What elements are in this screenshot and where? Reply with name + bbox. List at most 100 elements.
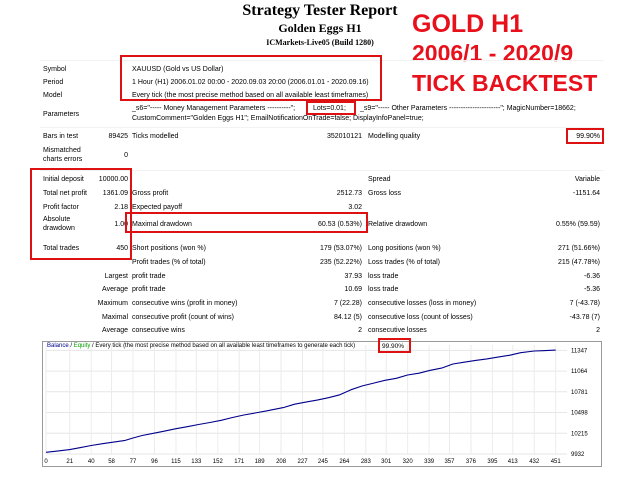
long-positions-label: Long positions (won %) <box>368 245 441 252</box>
absolute-drawdown-value: 1.00 <box>114 221 128 228</box>
y-tick-label: 10781 <box>571 390 588 396</box>
maximal-consecutive-profit-value: 84.12 (5) <box>333 314 362 321</box>
symbol-period-model-highlight <box>120 55 382 101</box>
spread-label: Spread <box>368 176 391 183</box>
chart-header: Balance / Equity / Every tick (the most … <box>47 343 355 349</box>
net-profit-label: Total net profit <box>43 190 87 197</box>
expected-payoff-label: Expected payoff <box>132 204 183 211</box>
maximal-drawdown-value: 60.53 (0.53%) <box>318 221 362 228</box>
loss-trades-value: 215 (47.78%) <box>557 259 600 266</box>
maximal-consecutive-loss-value: -43.78 (7) <box>569 314 600 321</box>
profit-trades-value: 235 (52.22%) <box>319 259 362 266</box>
maximal-consecutive-loss-label: consecutive loss (count of losses) <box>368 314 473 321</box>
quality-label: Modelling quality <box>368 133 421 140</box>
parameters-label: Parameters <box>43 111 80 118</box>
expert-name: Golden Eggs H1 <box>278 21 362 35</box>
average-loss-value: -5.36 <box>584 286 600 293</box>
lots-highlight <box>306 101 356 115</box>
x-tick-label: 376 <box>466 459 477 465</box>
chart-legend-equity: Equity <box>73 343 91 349</box>
loss-trades-label: Loss trades (% of total) <box>368 259 440 266</box>
short-positions-value: 179 (53.07%) <box>319 245 362 252</box>
max-consecutive-losses-value: 7 (-43.78) <box>569 300 600 307</box>
mismatch-label-1: Mismatched <box>43 147 81 154</box>
symbol-label: Symbol <box>43 66 67 73</box>
maximum-label: Maximum <box>97 300 128 307</box>
relative-drawdown-value: 0.55% (59.59) <box>556 221 600 228</box>
x-tick-label: 58 <box>108 459 115 465</box>
relative-drawdown-label: Relative drawdown <box>368 221 428 228</box>
average-consecutive-wins-value: 2 <box>358 327 362 334</box>
chart-quality-value: 99.90% <box>382 343 405 350</box>
gross-loss-value: -1151.64 <box>572 190 600 197</box>
maximal-drawdown-label: Maximal drawdown <box>132 221 192 228</box>
chart-legend-balance: Balance <box>47 343 69 349</box>
gross-profit-value: 2512.73 <box>336 190 362 197</box>
largest-label: Largest <box>104 273 128 280</box>
period-label: Period <box>43 79 64 86</box>
ticks-value: 352010121 <box>326 133 362 140</box>
ticks-label: Ticks modelled <box>132 133 179 140</box>
spread-value: Variable <box>574 176 600 183</box>
balance-chart-svg: 11347 11064 10781 10498 10215 9932 0 21 40 58 77 96… <box>44 345 588 465</box>
quality-value: 99.90% <box>576 133 600 140</box>
x-tick-label: 283 <box>361 459 372 465</box>
long-positions-value: 271 (51.66%) <box>557 245 600 252</box>
x-tick-label: 227 <box>298 459 309 465</box>
x-tick-label: 264 <box>339 459 350 465</box>
chart-legend-description: / Every tick (the most precise method ba… <box>90 343 356 349</box>
absolute-drawdown-label-2: drawdown <box>43 225 75 232</box>
x-tick-label: 96 <box>151 459 158 465</box>
x-tick-label: 432 <box>529 459 540 465</box>
chart-legend-separator: / <box>68 343 74 349</box>
report-title: Strategy Tester Report <box>242 2 398 19</box>
initial-deposit-value: 10000.00 <box>98 176 128 183</box>
x-tick-label: 133 <box>191 459 202 465</box>
x-tick-label: 301 <box>381 459 392 465</box>
period-value: 1 Hour (H1) 2006.01.02 00:00 - 2020.09.0… <box>132 79 369 86</box>
largest-profit-label: profit trade <box>132 273 166 280</box>
y-tick-label: 11064 <box>571 369 588 375</box>
gross-loss-label: Gross loss <box>368 190 402 197</box>
maximal-consecutive-profit-label: consecutive profit (count of wins) <box>132 314 234 321</box>
max-drawdown-highlight <box>125 212 368 233</box>
model-label: Model <box>43 92 63 99</box>
average-profit-label: profit trade <box>132 286 166 293</box>
maximal-label: Maximal <box>101 314 128 321</box>
y-tick-label: 10498 <box>571 411 588 417</box>
max-consecutive-wins-value: 7 (22.28) <box>333 300 362 307</box>
max-consecutive-losses-label: consecutive losses (loss in money) <box>368 300 477 307</box>
x-tick-label: 77 <box>130 459 137 465</box>
x-tick-label: 40 <box>88 459 95 465</box>
parameters-part-a: _s6="----- Money Management Parameters -… <box>132 105 296 112</box>
x-tick-label: 395 <box>487 459 498 465</box>
x-tick-label: 413 <box>508 459 519 465</box>
expected-payoff-value: 3.02 <box>348 204 362 211</box>
average-label: Average <box>102 286 128 293</box>
profit-factor-value: 2.18 <box>114 204 128 211</box>
bars-value: 89425 <box>108 133 128 140</box>
x-tick-label: 171 <box>234 459 245 465</box>
x-tick-label: 189 <box>255 459 266 465</box>
y-tick-label: 10215 <box>571 431 588 437</box>
total-trades-value: 450 <box>116 245 128 252</box>
total-trades-label: Total trades <box>43 245 80 252</box>
mismatch-label-2: charts errors <box>43 156 83 163</box>
profit-factor-label: Profit factor <box>43 204 79 211</box>
chart-quality-highlight <box>378 338 411 353</box>
parameters-lots: Lots=0.01; <box>313 105 346 112</box>
balance-series-line <box>45 349 556 453</box>
broker-build: ICMarkets-Live05 (Build 1280) <box>266 38 374 47</box>
overlay-backtest-type: TICK BACKTEST <box>412 70 598 96</box>
model-value: Every tick (the most precise method base… <box>132 92 369 99</box>
largest-loss-label: loss trade <box>368 273 399 280</box>
balance-chart: 11347 11064 10781 10498 10215 9932 0 21 40 58 77 96… <box>42 341 602 467</box>
overlay-date-range: 2006/1 - 2020/9 <box>412 40 574 66</box>
y-tick-label: 9932 <box>571 452 585 458</box>
max-consecutive-wins-label: consecutive wins (profit in money) <box>132 300 238 307</box>
average-consecutive-label: Average <box>102 327 128 334</box>
short-positions-label: Short positions (won %) <box>132 245 206 252</box>
initial-deposit-label: Initial deposit <box>43 176 84 183</box>
mismatch-value: 0 <box>124 152 128 159</box>
overlay-symbol-timeframe: GOLD H1 <box>412 10 524 38</box>
